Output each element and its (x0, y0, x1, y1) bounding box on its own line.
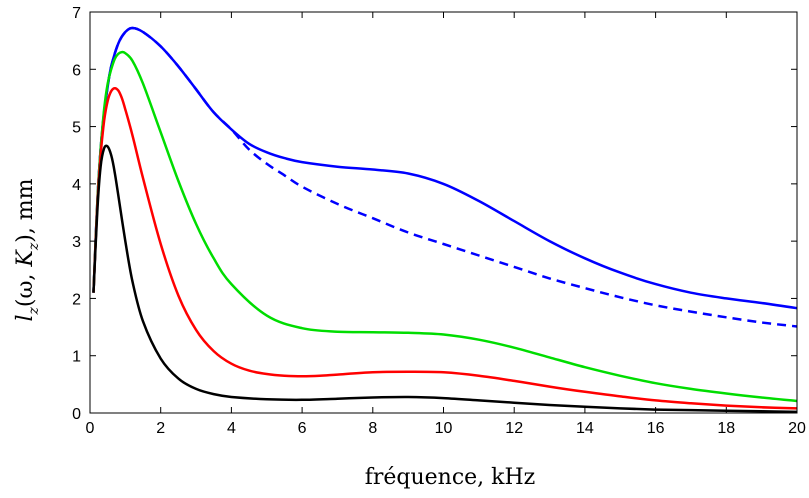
series-layer (92, 26, 798, 414)
series-line-1 (92, 26, 798, 310)
y-tick-label-6: 6 (72, 62, 81, 79)
x-tick-label-12: 12 (505, 420, 523, 437)
x-tick-label-0: 0 (86, 420, 95, 437)
y-axis-title: lz(ω, Kz), mm (13, 178, 42, 321)
plot-frame (89, 11, 798, 414)
y-tick-label-0: 0 (72, 406, 81, 423)
x-tick-label-18: 18 (717, 420, 735, 437)
x-tick-label-14: 14 (576, 420, 594, 437)
y-tick-label-5: 5 (72, 120, 81, 137)
y-axis-title-k: K (13, 249, 38, 268)
y-tick-label-7: 7 (72, 5, 81, 22)
x-axis-title: fréquence, kHz (365, 465, 536, 490)
y-axis-title-k-sub: z (26, 242, 42, 251)
y-axis-title-base-sub: z (26, 306, 42, 315)
y-axis-title-open: (ω, (13, 267, 38, 308)
series-line-4 (92, 86, 798, 410)
y-axis-title-close: ), mm (13, 178, 38, 242)
x-tick-label-2: 2 (156, 420, 165, 437)
series-line-2-dashed (92, 26, 798, 328)
y-tick-label-4: 4 (72, 177, 81, 194)
y-axis-title-base: l (13, 314, 38, 321)
x-tick-label-10: 10 (435, 420, 453, 437)
y-tick-label-1: 1 (72, 349, 81, 366)
x-tick-label-16: 16 (647, 420, 665, 437)
y-tick-label-2: 2 (72, 291, 81, 308)
x-tick-label-4: 4 (227, 420, 236, 437)
x-tick-label-8: 8 (368, 420, 377, 437)
x-tick-label-6: 6 (298, 420, 307, 437)
x-tick-label-20: 20 (788, 420, 806, 437)
y-tick-label-3: 3 (72, 234, 81, 251)
series-line-3 (92, 50, 798, 403)
series-line-5 (92, 144, 798, 414)
